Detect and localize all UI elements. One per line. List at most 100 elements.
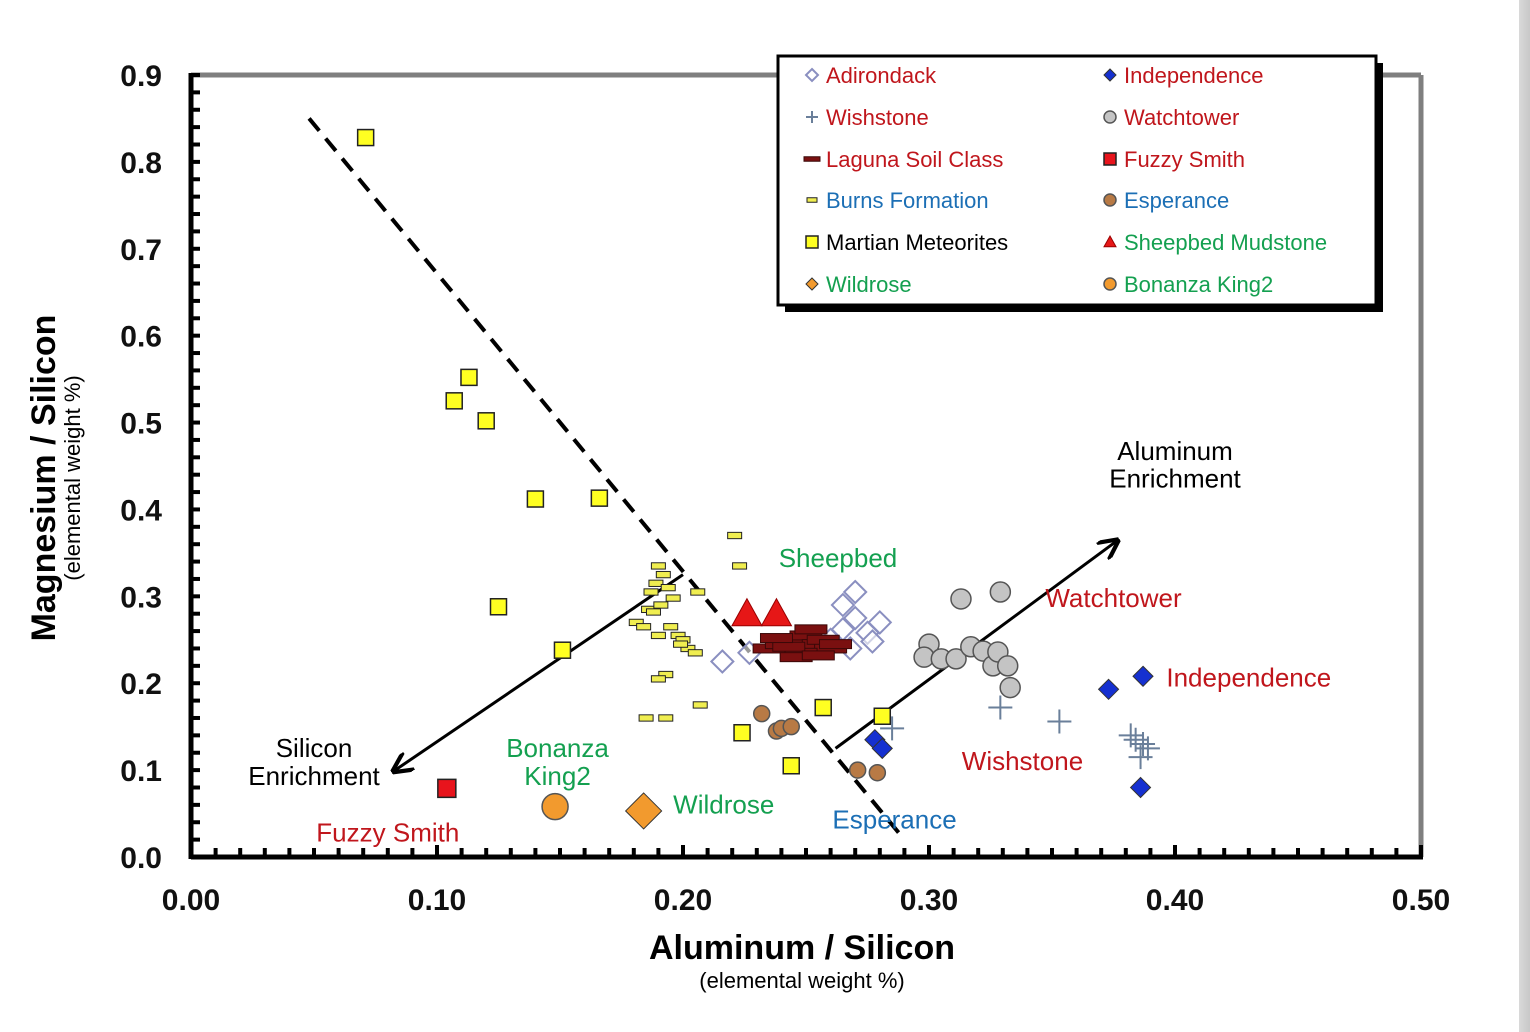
legend-marker <box>1103 234 1117 248</box>
x-tick-label: 0.10 <box>408 884 466 917</box>
data-point <box>880 716 905 741</box>
legend-label: Wishstone <box>826 105 929 130</box>
data-point <box>814 698 832 717</box>
annotation-label: Esperance <box>832 804 956 834</box>
tick-labels: 0.00 0.10 0.20 0.30 0.40 0.50 0.0 0.1 0.2 0.3 0.4 0… <box>120 60 1450 917</box>
legend-label: Laguna Soil Class <box>826 147 1003 172</box>
legend-box <box>776 54 1378 307</box>
data-point <box>650 675 666 683</box>
data-points <box>356 128 1160 830</box>
data-point <box>950 588 972 610</box>
data-point <box>673 640 689 648</box>
data-point <box>794 624 828 635</box>
data-point <box>653 601 669 609</box>
legend-marker <box>806 111 818 123</box>
data-point <box>648 579 664 587</box>
y-tick-label: 0.3 <box>120 581 162 614</box>
legend-label: Adirondack <box>826 63 937 88</box>
annotation-label: Independence <box>1166 663 1331 693</box>
annotation-label: Wishstone <box>962 746 1083 776</box>
data-point <box>655 570 671 579</box>
data-point <box>873 707 892 725</box>
legend-label: Wildrose <box>826 272 912 297</box>
series-watchtower <box>913 581 1021 699</box>
data-point <box>590 489 609 507</box>
data-point <box>860 629 885 654</box>
data-point <box>638 714 654 722</box>
annotation-label: Sheepbed <box>779 543 898 573</box>
data-point <box>650 631 666 640</box>
silicon-enrichment-arrow <box>395 573 684 771</box>
data-point <box>868 763 887 782</box>
series-laguna-soil-class <box>752 624 853 663</box>
data-point <box>732 562 748 570</box>
y-axis-title: Magnesium / Silicon <box>25 315 63 642</box>
annotation-label: Silicon <box>276 733 353 763</box>
data-point <box>709 649 735 674</box>
legend-label: Watchtower <box>1124 105 1239 130</box>
data-point <box>727 531 743 540</box>
data-point <box>848 761 867 779</box>
legend-label: Bonanza King2 <box>1124 272 1273 297</box>
legend-marker <box>805 235 819 249</box>
annotations: SheepbedWatchtowerIndependenceWishstoneE… <box>248 436 1331 847</box>
legend-label: Independence <box>1124 63 1263 88</box>
legend-marker <box>1103 193 1117 207</box>
data-point <box>760 597 793 627</box>
data-point <box>989 581 1012 603</box>
data-point <box>759 633 793 644</box>
data-point <box>636 623 652 631</box>
data-point <box>660 583 676 592</box>
data-point <box>541 792 569 821</box>
data-point <box>460 368 478 387</box>
x-tick-label: 0.50 <box>1392 884 1450 917</box>
legend-marker <box>1103 110 1117 124</box>
series-burns-formation <box>628 531 748 722</box>
x-axis-subtitle: (elemental weight %) <box>699 968 904 993</box>
data-point <box>687 649 703 657</box>
legend-marker <box>804 67 820 83</box>
legend-marker <box>806 197 818 203</box>
y-tick-label: 0.1 <box>120 755 162 788</box>
annotation-label: Bonanza <box>506 733 609 763</box>
y-tick-label: 0.5 <box>120 408 162 441</box>
data-point <box>999 676 1021 699</box>
data-point <box>1118 723 1143 748</box>
data-point <box>772 641 806 652</box>
y-tick-label: 0.2 <box>120 668 162 701</box>
page-edge <box>1519 0 1530 1032</box>
series-independence <box>864 665 1154 799</box>
data-point <box>842 579 868 605</box>
x-tick-label: 0.20 <box>654 884 712 917</box>
y-tick-label: 0.4 <box>120 494 162 527</box>
data-point <box>867 609 893 635</box>
legend-marker <box>1103 68 1117 82</box>
data-point <box>819 639 853 650</box>
data-point <box>477 412 495 430</box>
data-point <box>692 701 708 709</box>
series-sheepbed-mudstone <box>731 597 793 627</box>
legend-marker <box>1103 277 1117 291</box>
data-point <box>1123 727 1148 752</box>
data-point <box>437 778 457 799</box>
annotation-label: Enrichment <box>1109 464 1241 494</box>
legend-label: Esperance <box>1124 188 1229 213</box>
y-tick-label: 0.0 <box>120 842 162 875</box>
y-tick-label: 0.7 <box>120 234 162 267</box>
data-point <box>945 648 967 670</box>
data-point <box>1128 745 1153 770</box>
data-point <box>731 597 763 627</box>
legend-marker <box>803 156 821 162</box>
data-point <box>665 594 681 602</box>
data-point <box>830 592 856 618</box>
data-point <box>650 562 666 570</box>
data-point <box>553 641 572 659</box>
legend-label: Fuzzy Smith <box>1124 147 1245 172</box>
x-tick-label: 0.00 <box>162 884 220 917</box>
annotation-label: Wildrose <box>673 790 774 820</box>
series-wildrose <box>624 792 663 830</box>
annotation-label: Watchtower <box>1045 583 1182 613</box>
x-axis-title: Aluminum / Silicon <box>649 929 955 967</box>
annotation-label: Enrichment <box>248 761 380 791</box>
data-point <box>645 608 661 616</box>
